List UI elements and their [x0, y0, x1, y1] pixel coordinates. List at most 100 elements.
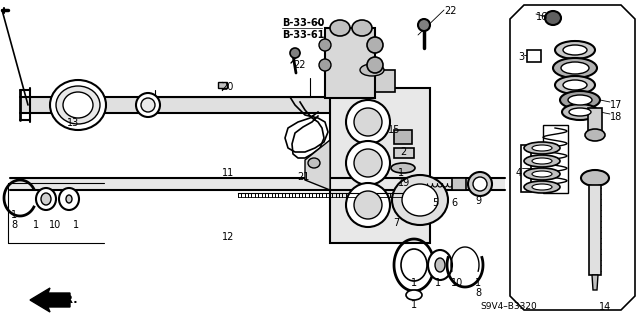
Ellipse shape	[563, 45, 587, 55]
Text: 7: 7	[393, 218, 399, 228]
Polygon shape	[305, 140, 330, 190]
Ellipse shape	[524, 168, 560, 180]
Text: 13: 13	[67, 118, 79, 128]
Text: 22: 22	[444, 6, 456, 16]
Text: 8: 8	[11, 220, 17, 230]
Polygon shape	[510, 5, 635, 310]
Text: 6: 6	[451, 198, 457, 208]
Polygon shape	[30, 288, 70, 312]
Bar	[20, 97, 395, 113]
Ellipse shape	[367, 57, 383, 73]
Ellipse shape	[402, 184, 438, 216]
Ellipse shape	[435, 258, 445, 272]
Text: 14: 14	[599, 302, 611, 312]
Text: 1: 1	[33, 220, 39, 230]
Text: 3: 3	[518, 52, 524, 62]
Text: 1: 1	[475, 278, 481, 288]
Ellipse shape	[524, 181, 560, 193]
Ellipse shape	[367, 37, 383, 53]
Ellipse shape	[346, 100, 390, 144]
Bar	[394, 148, 414, 158]
Bar	[218, 82, 227, 88]
Ellipse shape	[569, 108, 591, 116]
Ellipse shape	[360, 64, 384, 76]
Text: 9: 9	[475, 196, 481, 206]
Bar	[588, 108, 602, 133]
Ellipse shape	[319, 59, 331, 71]
Text: 1: 1	[11, 210, 17, 220]
Text: 20: 20	[221, 82, 233, 92]
Ellipse shape	[392, 175, 448, 225]
Ellipse shape	[354, 149, 382, 177]
Ellipse shape	[406, 290, 422, 300]
Ellipse shape	[561, 62, 589, 74]
Text: 1: 1	[411, 278, 417, 288]
Ellipse shape	[555, 41, 595, 59]
Text: 16: 16	[536, 12, 548, 22]
Ellipse shape	[352, 20, 372, 36]
Ellipse shape	[56, 86, 100, 124]
Text: 10: 10	[49, 220, 61, 230]
Ellipse shape	[532, 171, 552, 177]
Ellipse shape	[354, 191, 382, 219]
Text: 11: 11	[222, 168, 234, 178]
Ellipse shape	[473, 177, 487, 191]
Text: 10: 10	[451, 278, 463, 288]
Ellipse shape	[50, 80, 106, 130]
Ellipse shape	[66, 195, 72, 203]
Ellipse shape	[401, 249, 427, 281]
Ellipse shape	[532, 145, 552, 151]
Ellipse shape	[555, 76, 595, 94]
Text: 21: 21	[297, 172, 309, 182]
Ellipse shape	[308, 158, 320, 168]
Ellipse shape	[524, 142, 560, 154]
Ellipse shape	[553, 58, 597, 78]
Text: 2: 2	[400, 147, 406, 157]
Ellipse shape	[41, 193, 51, 205]
Text: 5: 5	[432, 198, 438, 208]
Ellipse shape	[59, 188, 79, 210]
Ellipse shape	[532, 158, 552, 164]
Bar	[543, 125, 568, 193]
Ellipse shape	[319, 39, 331, 51]
Text: 17: 17	[610, 100, 622, 110]
Ellipse shape	[585, 129, 605, 141]
Polygon shape	[592, 275, 598, 290]
Ellipse shape	[354, 108, 382, 136]
Bar	[394, 130, 412, 144]
Bar	[350, 70, 395, 92]
Bar	[527, 50, 541, 62]
Text: 4: 4	[516, 168, 522, 178]
Text: 1: 1	[411, 300, 417, 310]
Ellipse shape	[428, 250, 452, 280]
Ellipse shape	[581, 170, 609, 186]
Bar	[452, 178, 466, 190]
Text: 15: 15	[388, 125, 401, 135]
Ellipse shape	[63, 92, 93, 118]
Bar	[330, 88, 430, 243]
Text: 19: 19	[398, 178, 410, 188]
Bar	[325, 28, 375, 98]
Text: B-33-61: B-33-61	[282, 30, 324, 40]
Bar	[10, 178, 505, 190]
Bar	[521, 145, 531, 192]
Ellipse shape	[418, 19, 430, 31]
Text: B-33-60: B-33-60	[282, 18, 324, 28]
Ellipse shape	[136, 93, 160, 117]
Ellipse shape	[290, 48, 300, 58]
Text: S9V4–B3320: S9V4–B3320	[480, 302, 537, 311]
Ellipse shape	[391, 163, 415, 173]
Text: 22: 22	[293, 60, 305, 70]
Ellipse shape	[560, 91, 600, 109]
Ellipse shape	[346, 183, 390, 227]
Text: 12: 12	[222, 232, 234, 242]
Text: 18: 18	[610, 112, 622, 122]
Ellipse shape	[141, 98, 155, 112]
Text: 1: 1	[435, 278, 441, 288]
Ellipse shape	[532, 184, 552, 190]
Ellipse shape	[330, 20, 350, 36]
Ellipse shape	[524, 155, 560, 167]
Ellipse shape	[545, 11, 561, 25]
Text: FR.: FR.	[57, 295, 77, 305]
Ellipse shape	[468, 172, 492, 196]
